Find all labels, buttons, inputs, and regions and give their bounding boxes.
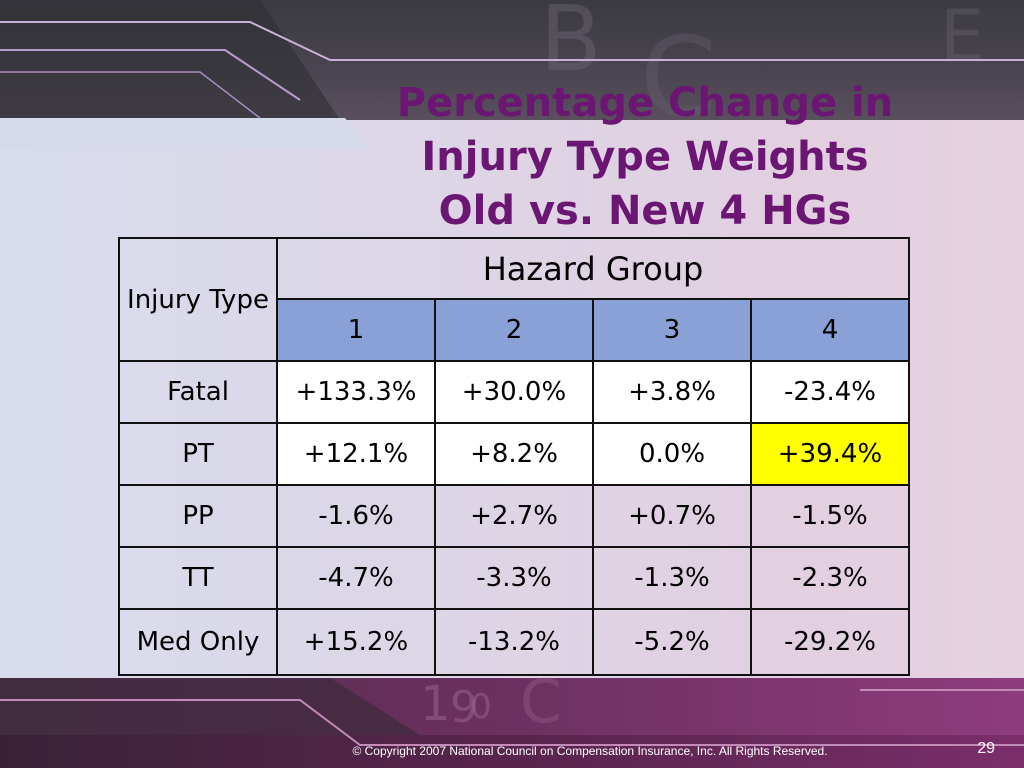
table-cell: -1.3% — [592, 546, 752, 610]
table-row: Med Only +15.2% -13.2% -5.2% -29.2% — [118, 608, 910, 676]
table-row: Fatal +133.3% +30.0% +3.8% -23.4% — [118, 360, 910, 424]
hazard-group-4: 4 — [750, 298, 910, 362]
row-label: Fatal — [118, 360, 278, 424]
hazard-group-2: 2 — [434, 298, 594, 362]
table-cell: -2.3% — [750, 546, 910, 610]
title-line-3: Old vs. New 4 HGs — [438, 188, 852, 234]
row-label: PT — [118, 422, 278, 486]
table-cell: -29.2% — [750, 608, 910, 676]
page-number: 29 — [977, 740, 995, 757]
title-line-1: Percentage Change in — [396, 80, 894, 126]
row-label: PP — [118, 484, 278, 548]
hazard-group-1: 1 — [276, 298, 436, 362]
weights-table: Injury Type Hazard Group 1 2 3 4 Fatal +… — [118, 237, 910, 676]
title-line-2: Injury Type Weights — [421, 134, 869, 180]
table-cell: +133.3% — [276, 360, 436, 424]
hazard-group-3: 3 — [592, 298, 752, 362]
table-cell: 0.0% — [592, 422, 752, 486]
injury-type-header: Injury Type — [118, 237, 278, 362]
table-cell: +12.1% — [276, 422, 436, 486]
row-label: Med Only — [118, 608, 278, 676]
highlighted-cell: +39.4% — [750, 422, 910, 486]
table-cell: -13.2% — [434, 608, 594, 676]
table-cell: -3.3% — [434, 546, 594, 610]
table-cell: +0.7% — [592, 484, 752, 548]
table-cell: -4.7% — [276, 546, 436, 610]
table-cell: +8.2% — [434, 422, 594, 486]
table-cell: -5.2% — [592, 608, 752, 676]
table-cell: +2.7% — [434, 484, 594, 548]
hazard-group-header: Hazard Group — [276, 237, 910, 300]
table-row: TT -4.7% -3.3% -1.3% -2.3% — [118, 546, 910, 610]
table-cell: +3.8% — [592, 360, 752, 424]
slide-title: Percentage Change in Injury Type Weights… — [330, 76, 960, 238]
copyright-footer: © Copyright 2007 National Council on Com… — [352, 744, 828, 758]
table-cell: -1.5% — [750, 484, 910, 548]
table-cell: +30.0% — [434, 360, 594, 424]
table-cell: +15.2% — [276, 608, 436, 676]
table-cell: -1.6% — [276, 484, 436, 548]
table-row: PP -1.6% +2.7% +0.7% -1.5% — [118, 484, 910, 548]
row-label: TT — [118, 546, 278, 610]
table-row: PT +12.1% +8.2% 0.0% +39.4% — [118, 422, 910, 486]
table-cell: -23.4% — [750, 360, 910, 424]
